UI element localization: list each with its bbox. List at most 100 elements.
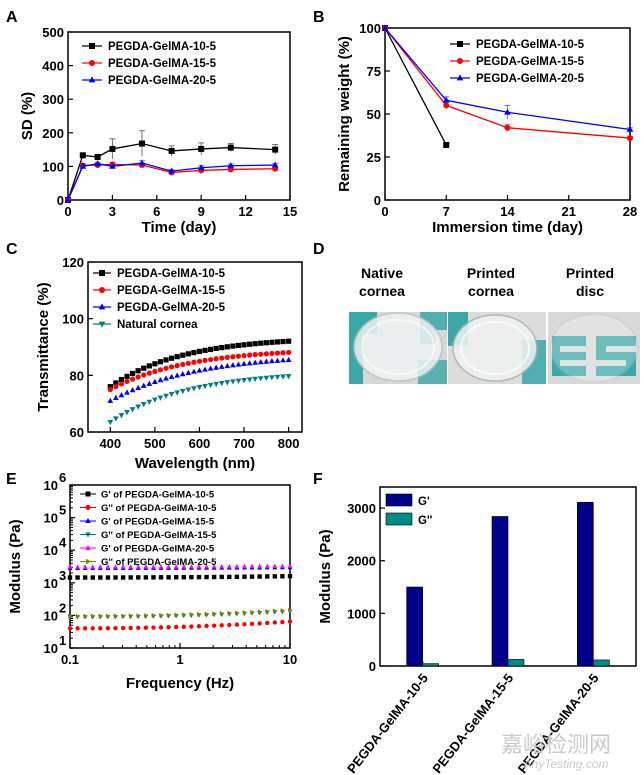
data-point bbox=[227, 622, 232, 628]
data-point bbox=[189, 574, 194, 580]
legend-entry: G'' bbox=[418, 515, 433, 527]
data-point bbox=[163, 375, 169, 381]
data-point bbox=[129, 387, 136, 393]
data-point bbox=[213, 345, 219, 352]
data-point bbox=[90, 575, 95, 580]
y-tick-label: 25 bbox=[367, 150, 381, 165]
data-point bbox=[124, 373, 130, 379]
data-point bbox=[166, 624, 171, 630]
data-point bbox=[242, 610, 248, 615]
legend-swatch bbox=[385, 512, 413, 526]
panel-label-a: A bbox=[6, 9, 18, 26]
data-point bbox=[121, 613, 126, 619]
data-point bbox=[242, 563, 247, 569]
data-point bbox=[158, 625, 164, 630]
data-point bbox=[224, 344, 230, 350]
data-point bbox=[173, 564, 179, 569]
data-point bbox=[107, 386, 113, 393]
panel-label-e: E bbox=[6, 471, 17, 488]
y-tick-label: 10 bbox=[44, 576, 58, 591]
y-tick-label: 3000 bbox=[347, 501, 376, 516]
data-point bbox=[67, 626, 73, 631]
data-point bbox=[211, 564, 217, 569]
legend-marker bbox=[86, 558, 91, 565]
data-point bbox=[75, 626, 80, 631]
y-tick-label: 50 bbox=[367, 107, 381, 122]
data-point bbox=[224, 380, 231, 386]
y-tick-label: 10 bbox=[44, 478, 58, 493]
legend-entry: G'' of PEGDA-GelMA-10-5 bbox=[101, 503, 217, 514]
data-point bbox=[152, 361, 158, 367]
data-point bbox=[174, 363, 180, 369]
data-point bbox=[196, 348, 203, 355]
data-point bbox=[158, 564, 164, 569]
data-point bbox=[189, 624, 194, 629]
data-point bbox=[235, 378, 242, 384]
data-point bbox=[106, 613, 111, 619]
data-point bbox=[83, 613, 88, 619]
legend-marker bbox=[98, 303, 106, 310]
data-point bbox=[224, 362, 231, 369]
data-point bbox=[213, 356, 219, 362]
data-point bbox=[234, 622, 240, 627]
data-point bbox=[185, 387, 192, 393]
legend-entry: G'' of PEGDA-GelMA-20-5 bbox=[101, 557, 217, 568]
data-point bbox=[124, 378, 130, 385]
data-point bbox=[144, 613, 149, 618]
data-point bbox=[235, 361, 242, 367]
panel-label-f: F bbox=[313, 471, 323, 488]
data-point bbox=[118, 392, 125, 398]
data-point bbox=[105, 575, 111, 580]
y-tick-label: 0 bbox=[369, 659, 376, 674]
legend-marker bbox=[98, 321, 106, 328]
data-point bbox=[504, 124, 511, 131]
y-tick-label: 100 bbox=[62, 312, 84, 327]
data-point bbox=[279, 563, 285, 568]
data-point bbox=[280, 350, 286, 356]
data-point bbox=[204, 611, 210, 617]
x-tick-label: 6 bbox=[153, 204, 160, 219]
data-point bbox=[257, 563, 263, 569]
data-point bbox=[252, 359, 259, 365]
x-axis-label: Immersion time (day) bbox=[432, 219, 583, 236]
data-point bbox=[213, 381, 220, 388]
data-point bbox=[242, 574, 247, 579]
data-point bbox=[185, 351, 191, 357]
data-point bbox=[135, 368, 141, 374]
data-point bbox=[249, 563, 255, 569]
data-point bbox=[227, 144, 234, 151]
y-tick-exponent: 6 bbox=[59, 470, 66, 485]
data-point bbox=[257, 609, 263, 615]
data-point bbox=[204, 564, 209, 569]
data-point bbox=[249, 574, 255, 579]
data-point bbox=[181, 624, 186, 629]
data-point bbox=[113, 394, 119, 400]
photo-label-native-2: cornea bbox=[359, 283, 405, 299]
data-point bbox=[109, 162, 116, 169]
data-point bbox=[174, 372, 181, 378]
data-point bbox=[196, 574, 202, 580]
data-point bbox=[146, 399, 153, 405]
photo-label-native-1: Native bbox=[361, 265, 403, 281]
data-point bbox=[120, 575, 126, 580]
data-point bbox=[146, 380, 153, 386]
data-point bbox=[247, 352, 253, 358]
data-point bbox=[191, 386, 197, 392]
x-tick-label: 700 bbox=[233, 436, 255, 451]
panel-label-b: B bbox=[313, 9, 325, 26]
data-point bbox=[174, 575, 179, 580]
data-point bbox=[181, 564, 187, 569]
data-point bbox=[185, 360, 191, 366]
data-point bbox=[219, 574, 224, 580]
data-point bbox=[158, 575, 164, 580]
y-tick-label: 120 bbox=[62, 255, 84, 270]
data-point bbox=[75, 575, 80, 580]
data-point bbox=[274, 350, 281, 356]
data-point bbox=[443, 141, 450, 148]
series-line bbox=[384, 27, 447, 146]
data-point bbox=[274, 357, 281, 363]
photo-label-printed-disc-1: Printed bbox=[566, 265, 614, 281]
data-point bbox=[230, 343, 236, 349]
data-point bbox=[230, 354, 236, 360]
photo-native-cornea bbox=[349, 312, 447, 384]
